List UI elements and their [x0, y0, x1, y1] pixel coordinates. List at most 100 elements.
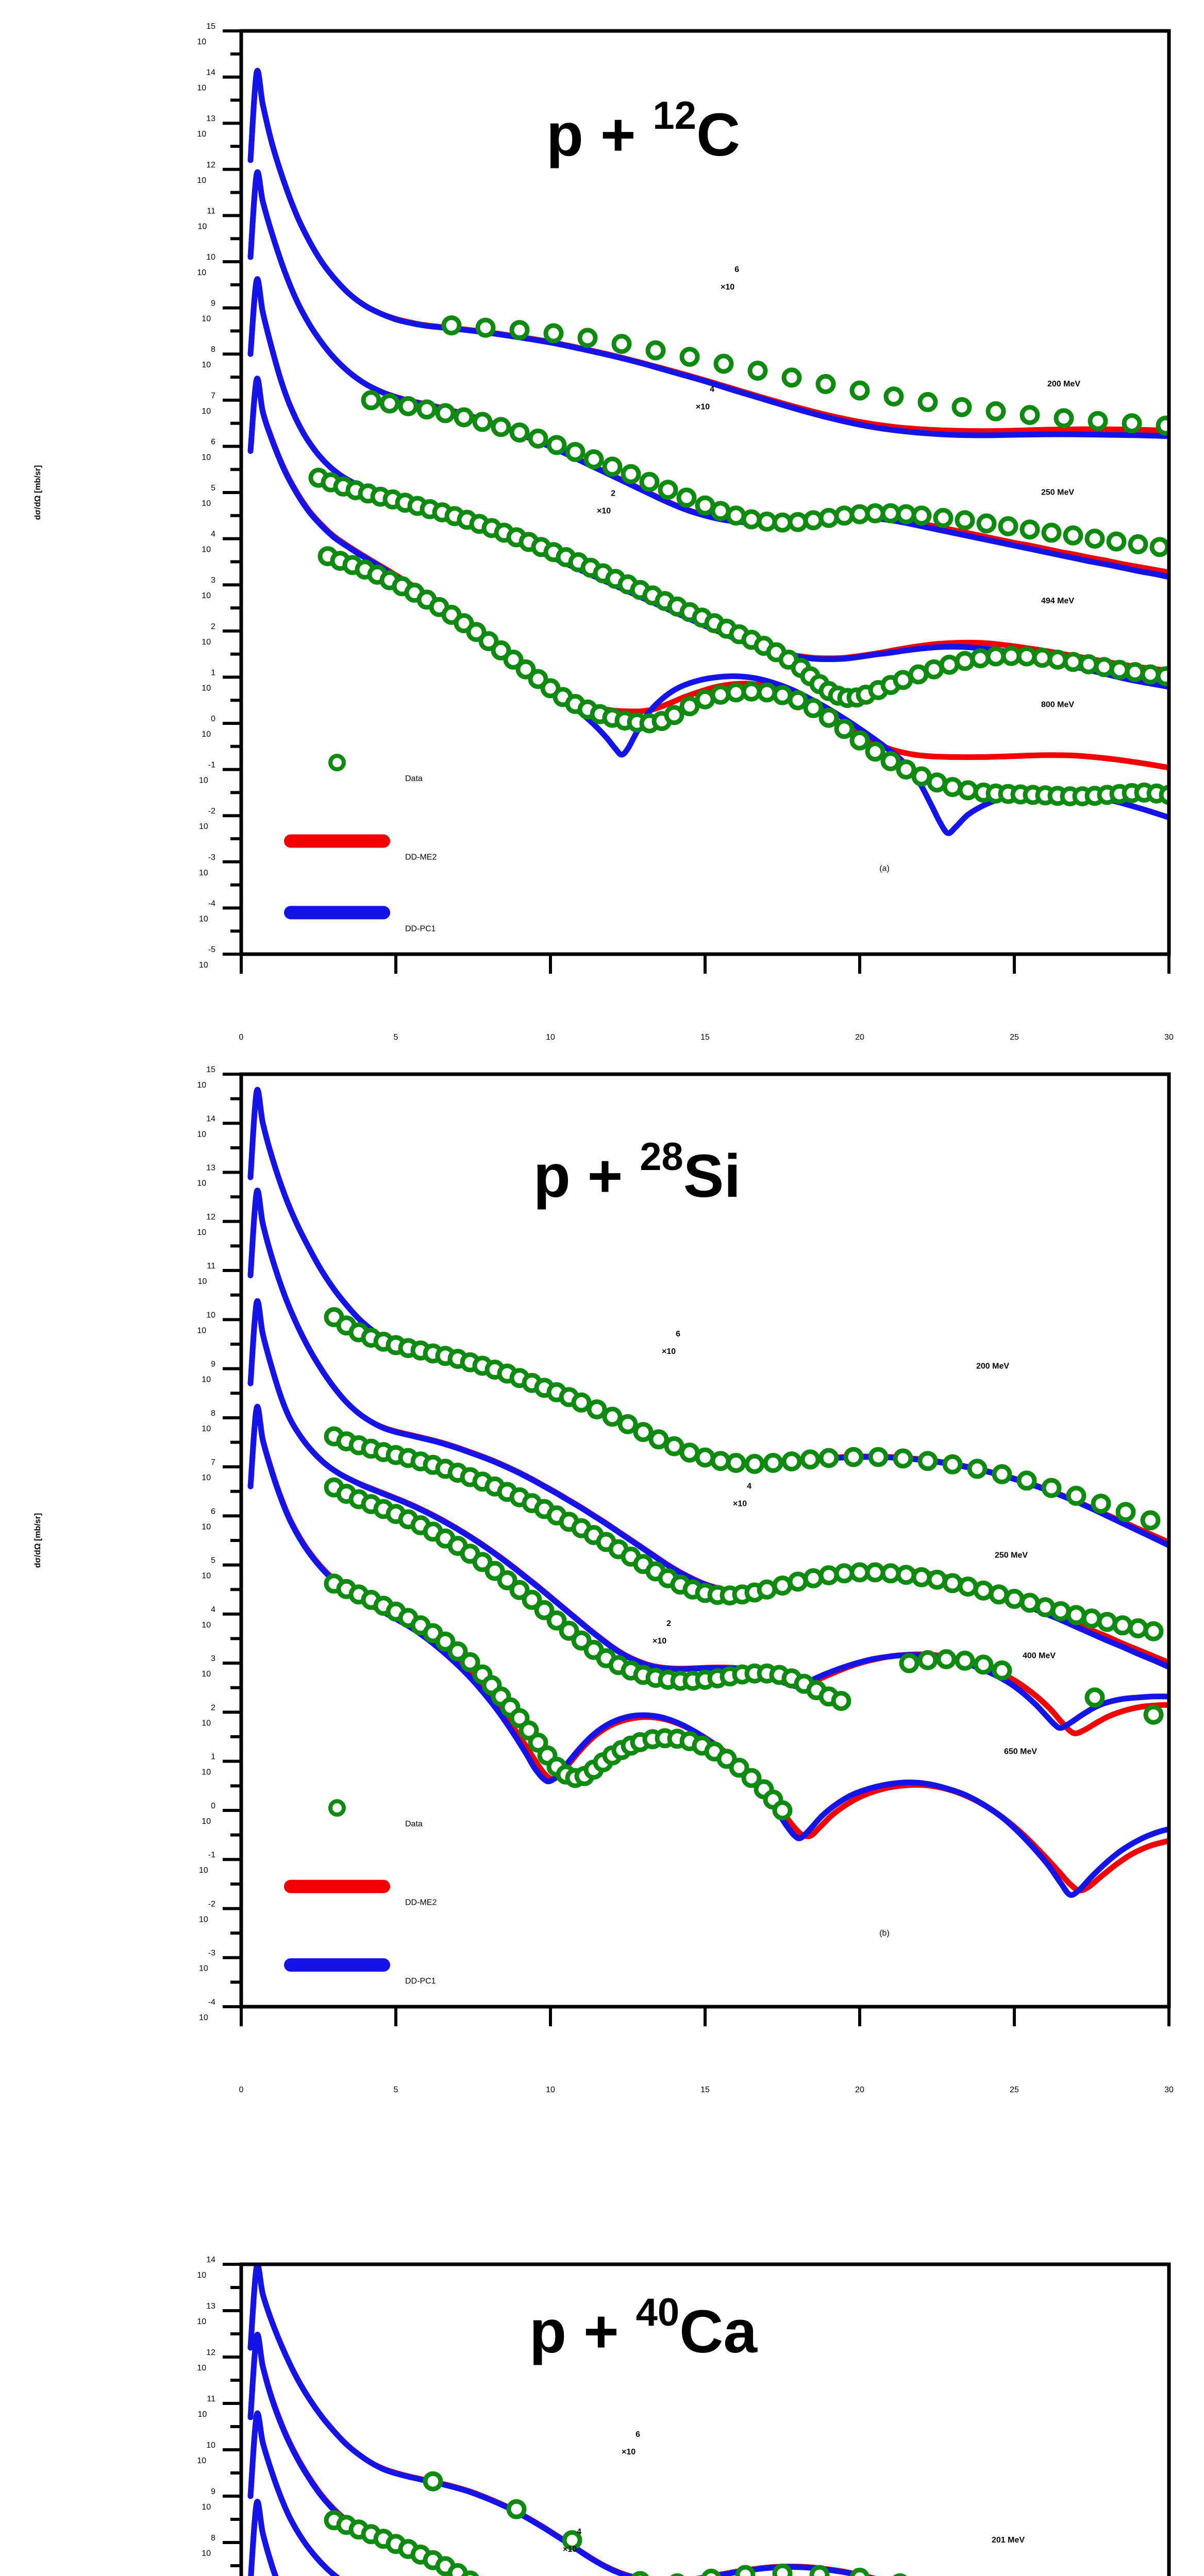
plot-frame-a [239, 29, 1171, 956]
data-point [509, 1580, 530, 1600]
ytick-label-10e14: 1014 [197, 69, 215, 93]
xtick-label-5: 5 [394, 2086, 398, 2094]
data-point [423, 2471, 443, 2492]
ddpc1-curve-500-mev [247, 2410, 340, 2576]
scale-label-200-mev: ×106 [662, 1330, 680, 1356]
ddpc1-curve-400-mev [247, 1298, 1169, 1731]
panel-title-b: p + 28Si [533, 1135, 741, 1210]
ytick-label-10e8: 108 [202, 1409, 215, 1433]
data-point [933, 507, 954, 528]
data-point [1149, 537, 1169, 557]
ytick-label-10e8: 108 [202, 345, 215, 369]
data-point [951, 397, 972, 417]
data-point [1094, 657, 1114, 677]
data-point [435, 1631, 456, 1652]
data-point [865, 1562, 885, 1583]
ytick-label-10e-3: 10-3 [199, 1949, 215, 1973]
data-point [1035, 1597, 1056, 1618]
data-point [880, 503, 901, 523]
ddme2-curve-500-mev [247, 2410, 340, 2576]
data-point [815, 374, 836, 394]
data-point [917, 392, 938, 412]
ytick-label-10e10: 1010 [197, 2441, 215, 2465]
data-point [942, 1573, 963, 1594]
data-point [744, 1453, 765, 1474]
ytick-label-10e11: 1011 [198, 2395, 216, 2419]
data-point [679, 347, 700, 367]
data-point [633, 1422, 654, 1442]
data-point [896, 759, 916, 780]
data-series-400-mev [324, 1477, 1164, 1725]
data-point [1088, 411, 1108, 431]
data-point [631, 2571, 649, 2576]
data-point [992, 1660, 1012, 1681]
data-point [843, 1447, 864, 1467]
ytick-label-10e12: 1012 [197, 161, 215, 185]
data-point [955, 651, 975, 671]
ytick-label-10e1: 101 [202, 668, 215, 692]
panel-a: 1015101410131012101110101091081071061051… [34, 22, 1174, 1042]
data-point [942, 777, 963, 798]
data-point [917, 1451, 938, 1471]
panel-title-c: p + 40Ca [529, 2291, 758, 2366]
data-point [1001, 646, 1022, 666]
data-point [602, 1406, 623, 1427]
data-point [1019, 1592, 1040, 1613]
data-point [809, 2565, 830, 2576]
data-point [676, 487, 697, 508]
ytick-label-10e-2: 10-2 [199, 1900, 215, 1924]
data-point [1128, 1618, 1148, 1638]
data-point [772, 1575, 793, 1596]
scale-label-362-mev: ×104 [563, 2528, 581, 2554]
data-point [701, 2568, 721, 2576]
data-point [998, 516, 1018, 536]
energy-label-650-mev: 650 MeV [1004, 1747, 1037, 1756]
panel-b: 1015101410131012101110101091081071061051… [34, 1065, 1174, 2094]
ytick-label-10e9: 109 [202, 299, 215, 324]
data-point [763, 1453, 783, 1473]
data-point [559, 1620, 579, 1641]
ytick-label-10e13: 1013 [197, 2302, 215, 2326]
data-point [741, 681, 762, 702]
data-point [1063, 525, 1083, 546]
data-series-201-mev [423, 2471, 907, 2576]
data-point [939, 654, 960, 675]
ytick-label-10e4: 104 [202, 1605, 215, 1630]
ytick-label-10e3: 103 [202, 1654, 215, 1679]
ytick-label-10e-3: 10-3 [199, 853, 215, 877]
data-point [772, 685, 793, 705]
data-point [484, 1561, 505, 1581]
data-point [800, 1449, 821, 1470]
data-point [447, 1641, 468, 1662]
data-point [710, 684, 731, 705]
energy-label-200-mev: 200 MeV [1047, 380, 1080, 388]
plot-frame-b [239, 1072, 1171, 2009]
data-point [992, 1464, 1012, 1484]
data-point [710, 501, 731, 521]
data-series-800-mev [317, 546, 1169, 807]
data-point [741, 1768, 762, 1788]
data-point [985, 401, 1006, 421]
legend-data-label: Data [405, 1820, 423, 1828]
data-point [772, 1800, 793, 1821]
ytick-label-10e0: 100 [202, 1802, 215, 1826]
ytick-label-10e4: 104 [202, 530, 215, 554]
data-point [543, 323, 564, 344]
data-point [506, 2499, 527, 2519]
ddpc1-curve-250-mev [247, 169, 1169, 580]
data-point [475, 317, 496, 338]
data-point [528, 1733, 548, 1753]
data-point [1054, 408, 1074, 429]
data-point [772, 512, 793, 533]
data-point [441, 315, 462, 336]
energy-label-201-mev: 201 MeV [992, 2536, 1025, 2545]
data-point [849, 504, 870, 524]
ddpc1-curve-201-mev [247, 2264, 875, 2576]
data-point [648, 1429, 669, 1450]
ytick-label-10e14: 1014 [197, 2256, 215, 2280]
ytick-label-10e7: 107 [202, 392, 215, 416]
ytick-label-10e3: 103 [202, 576, 215, 600]
ytick-label-10e9: 109 [202, 1360, 215, 1384]
scale-label-400-mev: ×102 [653, 1619, 671, 1646]
data-point [617, 1414, 638, 1434]
